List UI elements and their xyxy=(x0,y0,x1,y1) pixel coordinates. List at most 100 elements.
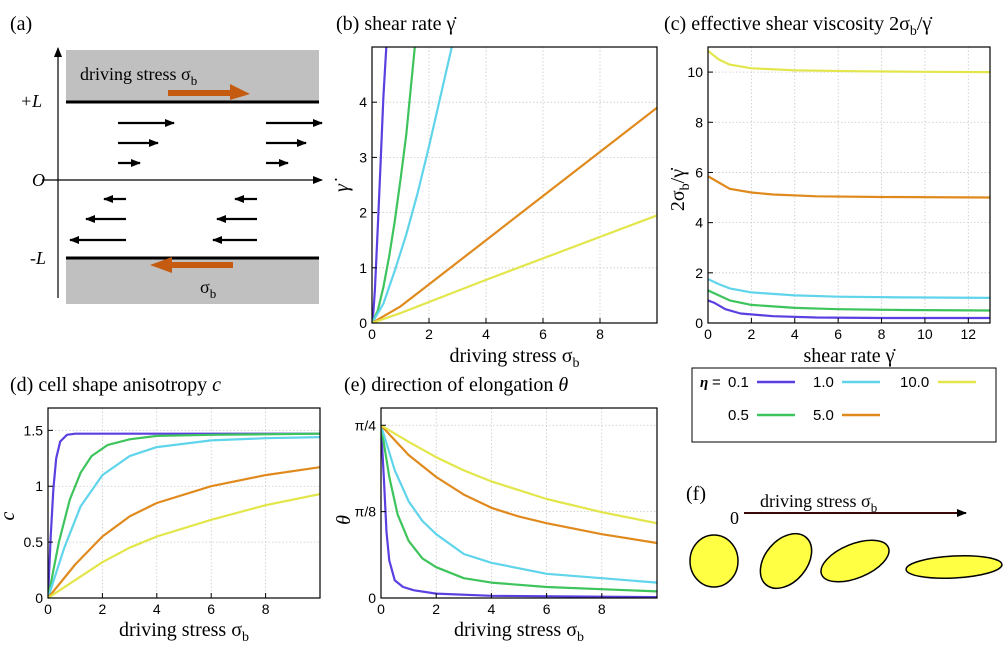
x-tick-label: 12 xyxy=(961,326,977,342)
y-tick-label: 0 xyxy=(359,315,367,331)
x-tick-label: 2 xyxy=(432,601,440,617)
plot-frame xyxy=(707,46,991,324)
series-line-eta_10_0 xyxy=(708,49,990,74)
panel-f-arrow-label: driving stress σb xyxy=(760,491,877,515)
series-line-eta_0_5 xyxy=(372,47,416,323)
panel-f-zero: 0 xyxy=(730,508,739,528)
series-line-eta_1_0 xyxy=(48,436,320,598)
legend-label-0-1: 0.1 xyxy=(728,374,749,391)
y-tick-label: 0.5 xyxy=(24,534,44,550)
legend: η = 0.1 1.0 10.0 0.5 5.0 xyxy=(691,367,997,443)
y-label-plus-l: +L xyxy=(20,91,42,111)
series-line-eta_0_5 xyxy=(708,289,990,312)
series-line-eta_10_0 xyxy=(48,493,320,598)
x-tick-label: 2 xyxy=(99,601,107,617)
legend-label-5-0: 5.0 xyxy=(813,407,834,424)
panel-c-viscosity: (c) effective shear viscosity 2σb/γ̇ 0 2 4 6… xyxy=(664,13,991,367)
y-tick-label: 4 xyxy=(695,215,703,231)
series-line-eta_0_5 xyxy=(48,432,320,598)
x-axis-label: driving stress σb xyxy=(450,345,580,371)
x-tick-label: 2 xyxy=(747,326,755,342)
panel-title: (d) cell shape anisotropy c xyxy=(10,374,221,396)
plot-frame xyxy=(47,407,321,599)
series-line-eta_0_1 xyxy=(708,299,990,320)
y-tick-label: 2 xyxy=(695,265,703,281)
y-tick-label: 1 xyxy=(359,260,367,276)
series-line-eta_10_0 xyxy=(372,214,657,323)
series-line-eta_0_5 xyxy=(381,425,657,593)
series-line-eta_5_0 xyxy=(372,106,657,323)
panel-f-label: (f) xyxy=(686,483,706,505)
x-tick-label: 4 xyxy=(482,326,490,342)
series-line-eta_5_0 xyxy=(48,466,320,598)
panel-d-anisotropy: (d) cell shape anisotropy c 0 2 4 6 8 0 0.5 1 1.5… xyxy=(0,374,321,645)
y-tick-label: 8 xyxy=(695,114,703,130)
x-tick-label: 10 xyxy=(917,326,933,342)
bottom-stress-arrow xyxy=(150,257,233,273)
x-tick-label: 6 xyxy=(207,601,215,617)
x-tick-label: 8 xyxy=(262,601,270,617)
panel-a: (a) driving stress σb σb +L O -L xyxy=(10,13,323,304)
series-line-eta_10_0 xyxy=(381,424,657,525)
series-line-eta_5_0 xyxy=(708,175,990,199)
series-line-eta_1_0 xyxy=(708,278,990,299)
y-tick-label: 3 xyxy=(359,149,367,165)
y-tick-label: π/8 xyxy=(355,504,377,520)
cell-shape xyxy=(759,532,813,590)
y-tick-label: 4 xyxy=(359,94,367,110)
panel-title: (c) effective shear viscosity 2σb/γ̇ xyxy=(664,13,933,39)
cell-shape xyxy=(820,539,890,583)
x-tick-label: 8 xyxy=(596,326,604,342)
y-tick-label: 1.5 xyxy=(24,422,44,438)
velocity-arrows xyxy=(69,119,323,244)
x-tick-label: 2 xyxy=(425,326,433,342)
x-tick-label: 0 xyxy=(44,601,52,617)
y-tick-label: 0 xyxy=(368,590,376,606)
legend-box xyxy=(691,367,997,443)
panel-e-elongation: (e) direction of elongation θ 0 2 4 6 8 0 π/8 π/… xyxy=(333,374,658,645)
legend-label-0-5: 0.5 xyxy=(728,407,749,424)
x-tick-label: 0 xyxy=(704,326,712,342)
panel-a-label: (a) xyxy=(10,13,32,35)
x-tick-label: 6 xyxy=(834,326,842,342)
x-tick-label: 6 xyxy=(539,326,547,342)
y-tick-label: π/4 xyxy=(355,417,377,433)
series-line-eta_1_0 xyxy=(381,425,657,584)
plot-frame xyxy=(380,407,658,599)
legend-eta-equals: = xyxy=(712,374,721,391)
panel-title: (e) direction of elongation θ xyxy=(344,374,568,396)
legend-label-1-0: 1.0 xyxy=(813,374,834,391)
y-tick-label: 0 xyxy=(695,315,703,331)
x-tick-label: 6 xyxy=(543,601,551,617)
series-line-eta_0_1 xyxy=(372,47,388,323)
x-tick-label: 0 xyxy=(377,601,385,617)
driving-stress-label-top: driving stress σb xyxy=(80,64,197,88)
x-axis-label: driving stress σb xyxy=(119,619,249,645)
y-axis-label: c xyxy=(0,511,19,520)
x-tick-label: 0 xyxy=(368,326,376,342)
panel-b-shear-rate: (b) shear rate γ̇ 0 2 4 6 8 0 1 2 3 4 driving stres… xyxy=(331,13,658,371)
y-tick-label: 0 xyxy=(35,590,43,606)
series-line-eta_0_1 xyxy=(48,432,320,598)
y-label-origin: O xyxy=(32,170,45,190)
x-tick-label: 4 xyxy=(488,601,496,617)
y-label-minus-l: -L xyxy=(30,248,46,268)
x-axis-label: shear rate γ̇ xyxy=(803,345,896,367)
series-line-eta_5_0 xyxy=(381,424,657,545)
y-tick-label: 1 xyxy=(35,478,43,494)
panel-title: (b) shear rate γ̇ xyxy=(336,13,457,35)
y-axis-label: 2σb/γ̇ xyxy=(667,167,693,211)
y-tick-label: 2 xyxy=(359,205,367,221)
y-tick-label: 6 xyxy=(695,164,703,180)
x-tick-label: 4 xyxy=(791,326,799,342)
y-tick-label: 10 xyxy=(687,64,703,80)
panel-f: (f) driving stress σb 0 xyxy=(686,483,1003,590)
legend-label-10-0: 10.0 xyxy=(900,374,929,391)
series-line-eta_0_1 xyxy=(381,425,657,598)
y-axis-label: γ̇ xyxy=(331,178,353,192)
legend-eta-prefix: η xyxy=(700,375,708,391)
x-axis-label: driving stress σb xyxy=(454,619,584,645)
x-tick-label: 4 xyxy=(153,601,161,617)
cell-shape xyxy=(905,554,1003,580)
